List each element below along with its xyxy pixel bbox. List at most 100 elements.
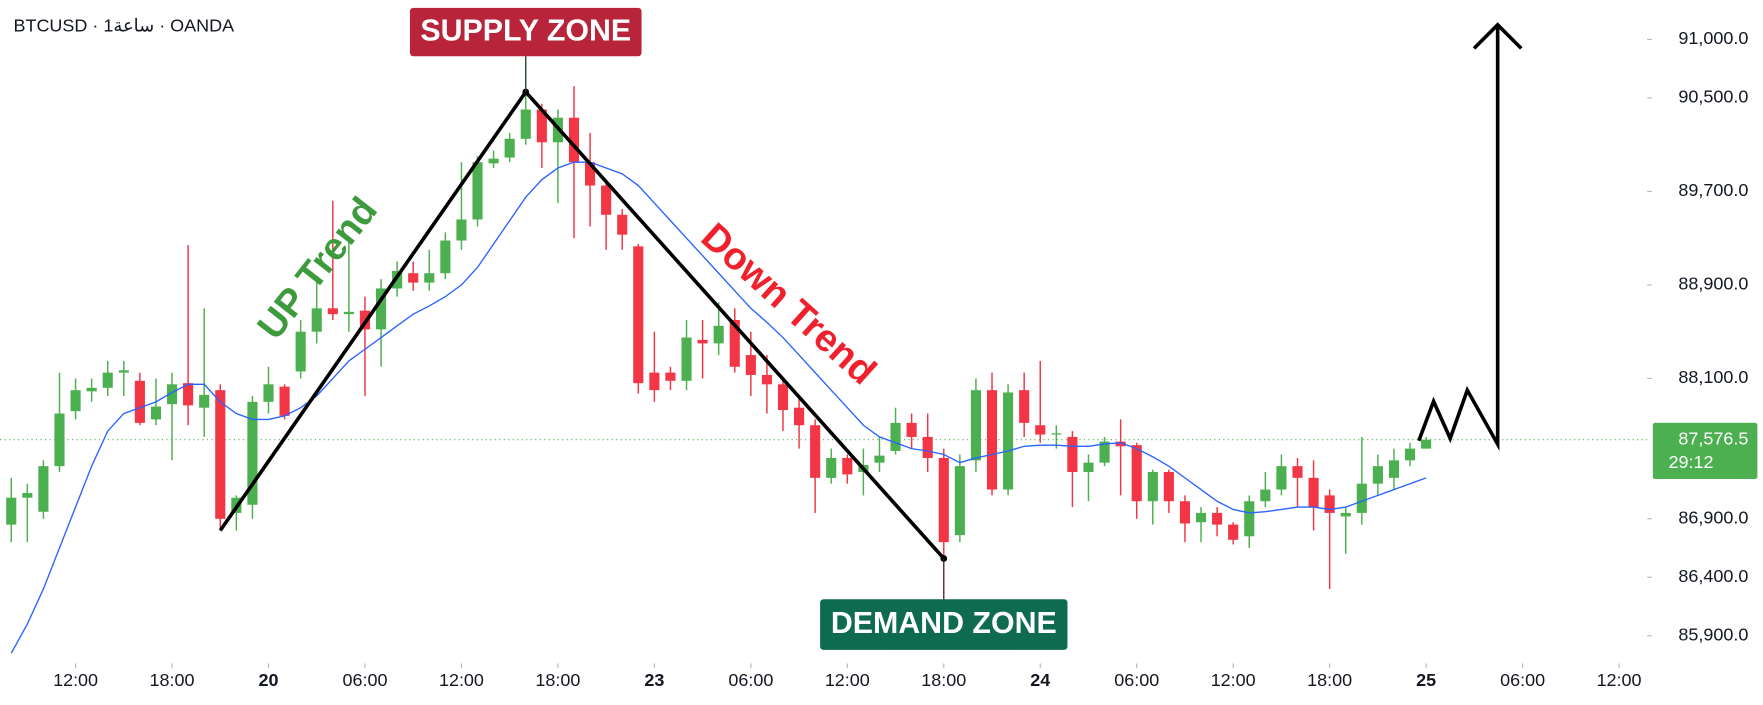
candle-body bbox=[890, 422, 901, 451]
candle-body bbox=[295, 331, 306, 372]
candle-body bbox=[1115, 441, 1126, 447]
candle-body bbox=[1019, 390, 1030, 423]
candle-body bbox=[6, 497, 17, 525]
x-tick-label: 12:00 bbox=[53, 670, 98, 690]
candle-body bbox=[520, 109, 531, 139]
arrow-head bbox=[1472, 22, 1523, 50]
candle-body bbox=[842, 457, 853, 475]
candle-body bbox=[279, 386, 290, 416]
x-tick-label: 12:00 bbox=[1597, 670, 1642, 690]
candle-body bbox=[938, 457, 949, 543]
candle-body bbox=[488, 158, 499, 164]
candle-body bbox=[777, 384, 789, 411]
y-tick-label: 85,900.0 bbox=[1678, 624, 1748, 644]
x-tick-label: 12:00 bbox=[825, 670, 870, 690]
candle-body bbox=[424, 273, 435, 283]
candle-body bbox=[713, 325, 724, 344]
x-tick-label: 06:00 bbox=[342, 670, 387, 690]
candle-body bbox=[986, 390, 998, 490]
x-tick-label: 12:00 bbox=[439, 670, 484, 690]
candle-body bbox=[697, 339, 708, 344]
candle-body bbox=[536, 109, 547, 143]
candle-body bbox=[601, 185, 612, 215]
y-tick-label: 91,000.0 bbox=[1678, 28, 1748, 48]
candle-body bbox=[1292, 466, 1303, 478]
candle-body bbox=[1372, 466, 1383, 484]
candle-body bbox=[745, 355, 756, 375]
candle-body bbox=[456, 219, 467, 241]
x-tick-label: 06:00 bbox=[728, 670, 773, 690]
x-tick-label: 06:00 bbox=[1114, 670, 1159, 690]
candle-body bbox=[22, 493, 33, 498]
candle-body bbox=[633, 246, 644, 384]
supply-box bbox=[409, 7, 642, 57]
candle-body bbox=[1051, 433, 1062, 435]
candle-body bbox=[166, 384, 178, 405]
candle-body bbox=[1356, 483, 1367, 513]
x-tick-label: 18:00 bbox=[150, 670, 195, 690]
candle-body bbox=[1228, 524, 1239, 540]
symbol-title: BTCUSD · 1ساعة · OANDA bbox=[13, 16, 234, 36]
candle-body bbox=[826, 457, 837, 478]
candle-body bbox=[906, 422, 917, 437]
candle-body bbox=[54, 413, 65, 467]
y-tick-label: 86,400.0 bbox=[1678, 566, 1748, 586]
candle-body bbox=[794, 407, 805, 426]
y-tick-label: 89,700.0 bbox=[1678, 180, 1748, 200]
candle-body bbox=[440, 240, 451, 274]
last-price-label: 87,576.5 bbox=[1678, 428, 1748, 448]
candle-body bbox=[1067, 436, 1078, 472]
candle-body bbox=[617, 214, 628, 235]
candle-body bbox=[729, 320, 740, 367]
x-tick-label: 18:00 bbox=[1307, 670, 1352, 690]
x-tick-label: 06:00 bbox=[1500, 670, 1545, 690]
demand-label: DEMAND ZONE bbox=[831, 607, 1057, 640]
candle-body bbox=[199, 394, 210, 408]
y-tick-label: 86,900.0 bbox=[1678, 508, 1748, 528]
candle-body bbox=[327, 308, 338, 315]
candle-body bbox=[1035, 425, 1046, 435]
candle-body bbox=[375, 288, 387, 330]
candle-body bbox=[1099, 441, 1110, 463]
candle-body bbox=[1388, 460, 1400, 478]
candle-body bbox=[970, 390, 981, 461]
y-tick-label: 88,100.0 bbox=[1678, 367, 1748, 387]
candle-body bbox=[150, 406, 162, 420]
candle-body bbox=[1308, 477, 1319, 508]
candle-body bbox=[247, 401, 258, 505]
candle-body bbox=[1244, 501, 1255, 537]
moving-average bbox=[10, 161, 1427, 654]
candle-body bbox=[1276, 466, 1287, 490]
candle-body bbox=[954, 466, 965, 536]
candle-body bbox=[118, 370, 129, 373]
candle-body bbox=[761, 374, 772, 385]
candle-body bbox=[102, 372, 113, 388]
candle-body bbox=[681, 337, 692, 381]
candle-body bbox=[472, 162, 483, 220]
candle-body bbox=[1163, 471, 1174, 502]
x-tick-label: 12:00 bbox=[1211, 670, 1256, 690]
projection-path bbox=[1417, 24, 1500, 452]
candle-body bbox=[1179, 501, 1191, 524]
candle-body bbox=[408, 273, 419, 283]
x-tick-label: 20 bbox=[259, 670, 279, 690]
candle-body bbox=[343, 311, 354, 315]
candle-body bbox=[568, 117, 580, 163]
candle-body bbox=[1195, 512, 1207, 523]
supply-label: SUPPLY ZONE bbox=[420, 15, 631, 48]
candle-body bbox=[70, 390, 81, 412]
x-tick-label: 24 bbox=[1030, 670, 1050, 690]
x-tick-label: 23 bbox=[644, 670, 664, 690]
candle-body bbox=[585, 162, 596, 186]
candle-body bbox=[1260, 489, 1271, 502]
candle-body bbox=[183, 383, 194, 406]
candle-body bbox=[874, 455, 885, 463]
y-tick-label: 90,500.0 bbox=[1678, 87, 1748, 107]
candle-body bbox=[810, 425, 821, 478]
x-tick-label: 25 bbox=[1416, 670, 1436, 690]
candle-body bbox=[1324, 495, 1335, 513]
candle-body bbox=[1083, 462, 1094, 472]
candle-body bbox=[1131, 445, 1142, 502]
